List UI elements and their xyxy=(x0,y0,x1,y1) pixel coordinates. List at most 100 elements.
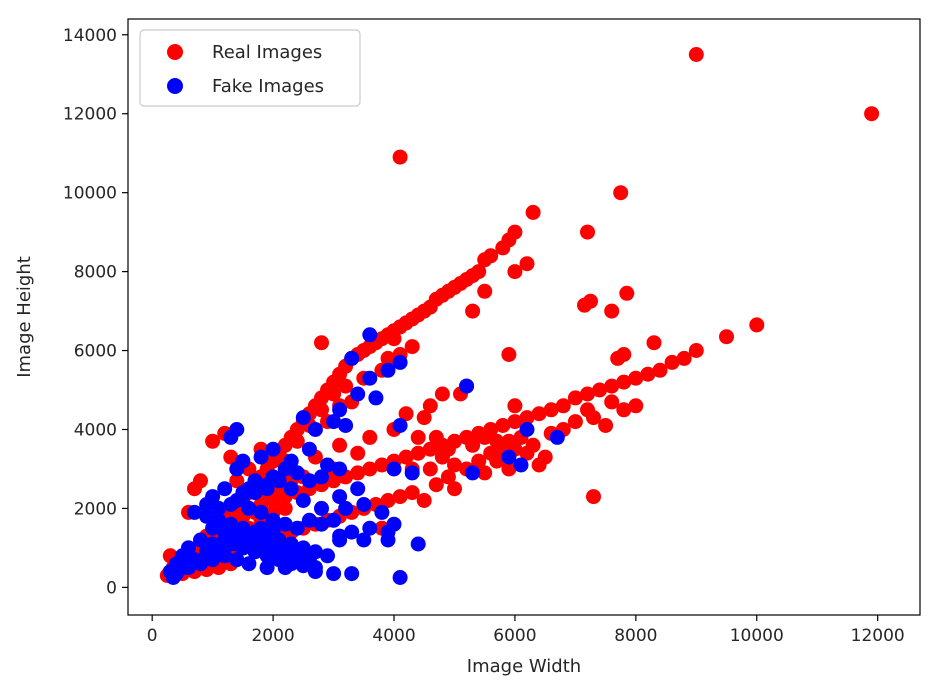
data-point xyxy=(223,449,239,465)
data-point xyxy=(295,558,311,574)
data-point xyxy=(332,489,348,505)
y-tick-label: 0 xyxy=(106,578,117,598)
data-point xyxy=(392,149,408,165)
y-axis: 0 2000 4000 6000 8000 10000 12000 14000 xyxy=(63,26,128,598)
data-point xyxy=(187,504,202,520)
data-point xyxy=(398,449,414,465)
data-point xyxy=(422,461,438,477)
data-point xyxy=(374,457,390,473)
data-point xyxy=(392,489,408,505)
data-point xyxy=(187,481,202,497)
data-point xyxy=(501,347,517,362)
data-point xyxy=(507,398,523,414)
y-tick-label: 10000 xyxy=(63,184,117,204)
data-point xyxy=(314,335,329,351)
data-point xyxy=(211,500,227,516)
data-point xyxy=(259,548,275,564)
data-point xyxy=(404,339,420,355)
data-point xyxy=(301,512,317,528)
data-point xyxy=(380,350,396,366)
data-point xyxy=(223,497,239,512)
data-point xyxy=(338,418,354,433)
data-point xyxy=(619,285,635,301)
data-point xyxy=(380,493,396,508)
x-axis-label: Image Width xyxy=(467,656,581,677)
data-point xyxy=(241,500,257,516)
data-point xyxy=(577,297,592,313)
x-axis: 0 2000 4000 6000 8000 10000 12000 xyxy=(147,615,905,646)
data-point xyxy=(410,536,426,552)
data-point xyxy=(253,520,269,536)
x-tick-label: 8000 xyxy=(614,626,657,646)
data-point xyxy=(392,354,408,370)
data-point xyxy=(489,433,505,449)
data-point xyxy=(350,386,366,402)
data-point xyxy=(265,524,281,540)
data-point xyxy=(253,449,269,465)
data-point xyxy=(495,418,511,433)
data-point xyxy=(277,560,293,576)
data-point xyxy=(320,548,335,564)
data-point xyxy=(501,449,517,465)
data-point xyxy=(507,264,523,280)
data-point xyxy=(592,382,608,398)
data-point xyxy=(386,331,402,347)
y-tick-label: 4000 xyxy=(74,420,117,440)
data-point xyxy=(477,252,493,268)
data-point xyxy=(501,461,517,477)
data-point xyxy=(332,437,348,453)
data-point xyxy=(332,402,348,418)
data-point xyxy=(314,516,329,532)
legend: Real Images Fake Images xyxy=(139,29,361,107)
data-point xyxy=(368,390,384,406)
data-point xyxy=(507,414,523,430)
data-point xyxy=(398,406,414,422)
data-point xyxy=(386,461,402,477)
data-point xyxy=(289,433,305,449)
data-point xyxy=(283,481,299,497)
data-point xyxy=(543,402,559,418)
data-point xyxy=(165,570,181,585)
data-point xyxy=(525,204,541,220)
data-point xyxy=(567,414,583,430)
data-point xyxy=(332,461,348,477)
data-point xyxy=(362,520,378,536)
data-point xyxy=(652,362,668,378)
data-point xyxy=(314,402,329,418)
data-point xyxy=(422,398,438,414)
data-point xyxy=(205,520,221,536)
data-point xyxy=(326,512,342,528)
data-point xyxy=(326,566,342,582)
data-point xyxy=(362,461,378,477)
data-point xyxy=(586,489,601,505)
data-point xyxy=(386,516,402,532)
x-tick-label: 6000 xyxy=(493,626,536,646)
data-point xyxy=(380,362,396,378)
data-point xyxy=(604,394,620,410)
data-point xyxy=(199,508,215,524)
data-point xyxy=(259,481,275,497)
data-point xyxy=(604,378,620,394)
data-point xyxy=(604,303,620,319)
data-point xyxy=(241,528,257,544)
data-point xyxy=(664,354,680,370)
data-point xyxy=(392,418,408,433)
data-point xyxy=(404,485,420,501)
data-point xyxy=(199,497,215,512)
data-point xyxy=(350,445,366,461)
data-point xyxy=(338,500,354,516)
data-point xyxy=(253,504,269,520)
data-point xyxy=(265,512,281,528)
data-point xyxy=(217,548,233,564)
data-point xyxy=(277,516,293,532)
data-point xyxy=(205,536,221,552)
data-point xyxy=(613,185,629,201)
data-point xyxy=(616,374,632,390)
data-point xyxy=(307,422,323,437)
data-point xyxy=(295,493,311,508)
data-point xyxy=(247,544,263,560)
y-tick-label: 14000 xyxy=(63,26,117,46)
x-tick-label: 4000 xyxy=(372,626,415,646)
data-point xyxy=(362,327,378,343)
data-point xyxy=(555,398,571,414)
